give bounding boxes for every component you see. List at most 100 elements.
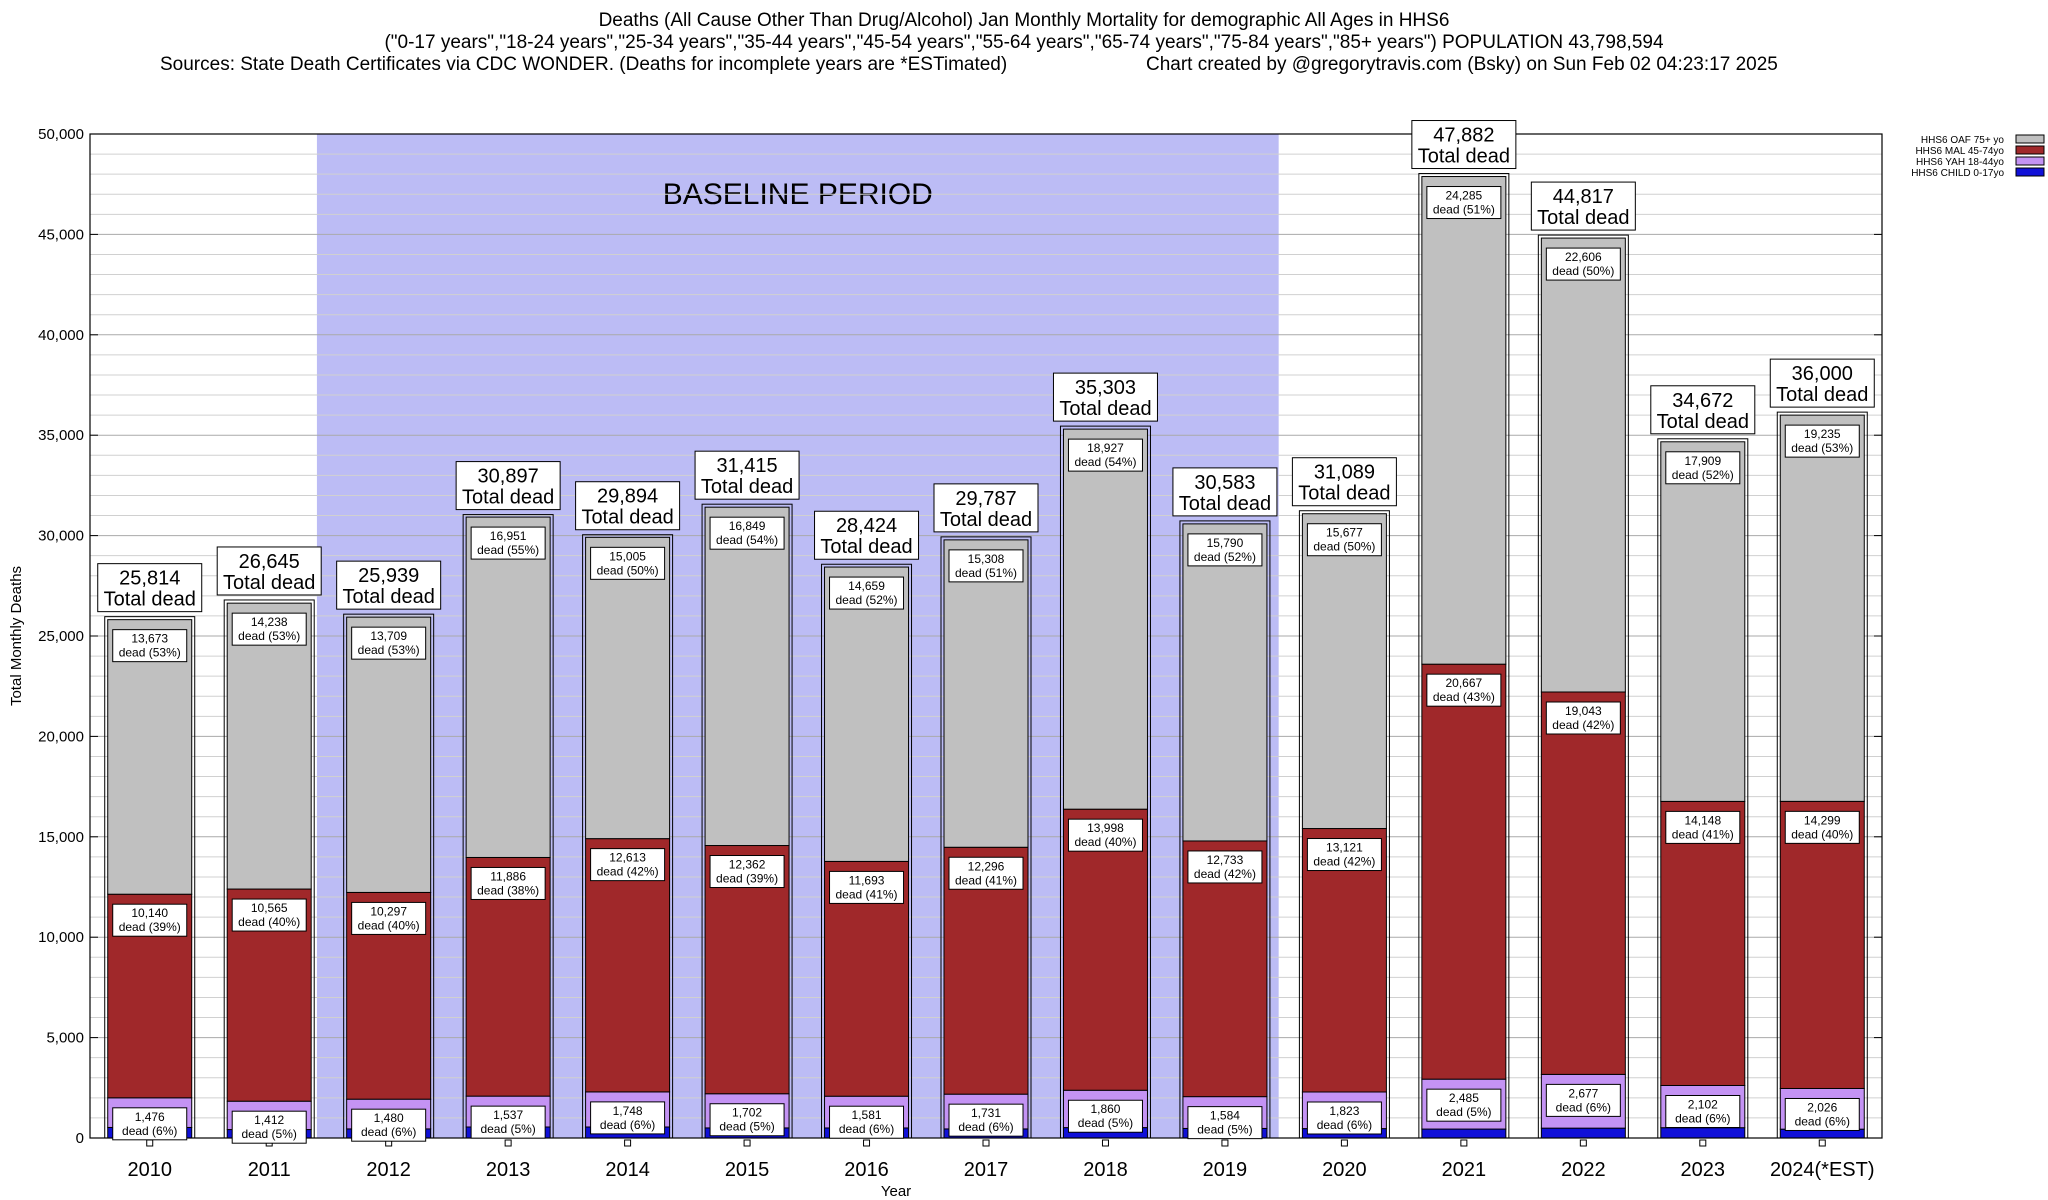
segment-label-box [948,549,1024,583]
x-tick-label: 2018 [1083,1159,1128,1181]
y-tick-label: 50,000 [38,126,84,143]
x-tick-label: 2024(*EST) [1770,1159,1875,1181]
total-label-box [694,450,800,500]
segment-value-label: 12,733 [1207,853,1244,867]
segment-pct-label: dead (41%) [836,887,898,901]
bar-segment [1301,828,1387,1093]
segment-label-box [112,1107,188,1141]
total-label-box [814,510,920,560]
x-tick-marker [863,1139,871,1147]
x-tick-label: 2017 [964,1159,1009,1181]
segment-value-label: 24,285 [1446,189,1483,203]
x-tick-marker [1460,1139,1468,1147]
y-tick-label: 45,000 [38,226,84,243]
segment-pct-label: dead (53%) [238,629,300,643]
segment-pct-label: dead (5%) [1078,1116,1133,1130]
total-value-label: 31,415 [716,455,777,477]
segment-value-label: 17,909 [1684,454,1721,468]
x-tick-marker [624,1139,632,1147]
segment-pct-label: dead (50%) [1552,264,1614,278]
segment-value-label: 1,702 [732,1106,762,1120]
segment-value-label: 20,667 [1446,676,1483,690]
x-tick-marker [743,1139,751,1147]
segment-pct-label: dead (6%) [1556,1100,1611,1114]
segment-label-box [1665,1094,1741,1128]
segment-value-label: 13,673 [131,632,168,646]
x-tick-label: 2016 [844,1159,889,1181]
legend-swatch [2015,156,2045,166]
segment-value-label: 12,613 [609,851,646,865]
legend-swatch [2015,145,2045,155]
segment-value-label: 1,480 [374,1111,404,1125]
total-suffix-label: Total dead [1537,207,1629,229]
x-tick-label: 2021 [1442,1159,1487,1181]
x-tick-label: 2023 [1681,1159,1726,1181]
total-label-box [1769,358,1875,408]
total-value-label: 34,672 [1672,390,1733,412]
segment-label-box [1426,1088,1502,1122]
segment-value-label: 22,606 [1565,250,1602,264]
segment-pct-label: dead (52%) [1194,550,1256,564]
bar-segment [1660,441,1746,802]
total-suffix-label: Total dead [1657,411,1749,433]
bar-segment [107,619,193,895]
total-value-label: 44,817 [1553,186,1614,208]
segment-value-label: 1,860 [1090,1102,1120,1116]
chart-title: Deaths (All Cause Other Than Drug/Alcoho… [598,10,1450,31]
segment-value-label: 16,849 [729,519,766,533]
total-value-label: 29,894 [597,486,658,508]
total-label-box [336,560,442,610]
bar-segment [1779,800,1865,1089]
x-tick-marker [1340,1139,1348,1147]
total-suffix-label: Total dead [1298,483,1390,505]
y-tick-label: 30,000 [38,528,84,545]
segment-label-box [709,1103,785,1137]
segment-label-box [1306,1101,1382,1135]
total-value-label: 36,000 [1792,363,1853,385]
x-axis-label: Year [881,1183,911,1200]
segment-label-box [1545,701,1621,735]
total-label-box [1530,181,1636,231]
total-value-label: 26,645 [239,551,300,573]
segment-label-box [1306,523,1382,557]
x-tick-marker [1101,1139,1109,1147]
segment-label-box [351,1108,427,1142]
bar-segment [1660,1127,1746,1139]
segment-label-box [1665,451,1741,485]
segment-label-box [709,516,785,550]
total-label-box [216,546,322,596]
segment-pct-label: dead (5%) [1436,1105,1491,1119]
segment-pct-label: dead (6%) [1795,1114,1850,1128]
segment-pct-label: dead (42%) [1194,867,1256,881]
segment-label-box [1665,810,1741,844]
x-tick-marker [146,1139,154,1147]
bar-segment [1182,840,1268,1098]
segment-pct-label: dead (52%) [1672,468,1734,482]
segment-value-label: 1,748 [613,1104,643,1118]
segment-value-label: 2,026 [1807,1100,1837,1114]
segment-label-box [470,1105,546,1139]
segment-pct-label: dead (51%) [1433,203,1495,217]
segment-pct-label: dead (53%) [358,643,420,657]
segment-value-label: 12,296 [968,859,1005,873]
total-suffix-label: Total dead [462,487,554,509]
total-label-box [97,563,203,613]
bar-segment [1540,1127,1626,1139]
segment-value-label: 19,235 [1804,427,1841,441]
total-value-label: 35,303 [1075,377,1136,399]
segment-label-box [1067,818,1143,852]
segment-label-box [231,898,307,932]
segment-pct-label: dead (6%) [122,1124,177,1138]
y-tick-label: 25,000 [38,628,84,645]
total-suffix-label: Total dead [1776,384,1868,406]
x-tick-label: 2019 [1203,1159,1248,1181]
segment-pct-label: dead (43%) [1433,690,1495,704]
segment-pct-label: dead (40%) [358,918,420,932]
segment-value-label: 15,005 [609,549,646,563]
y-tick-label: 0 [76,1130,84,1147]
bar-segment [1421,1128,1507,1139]
segment-pct-label: dead (40%) [1074,835,1136,849]
segment-value-label: 13,709 [370,629,407,643]
segment-value-label: 19,043 [1565,704,1602,718]
